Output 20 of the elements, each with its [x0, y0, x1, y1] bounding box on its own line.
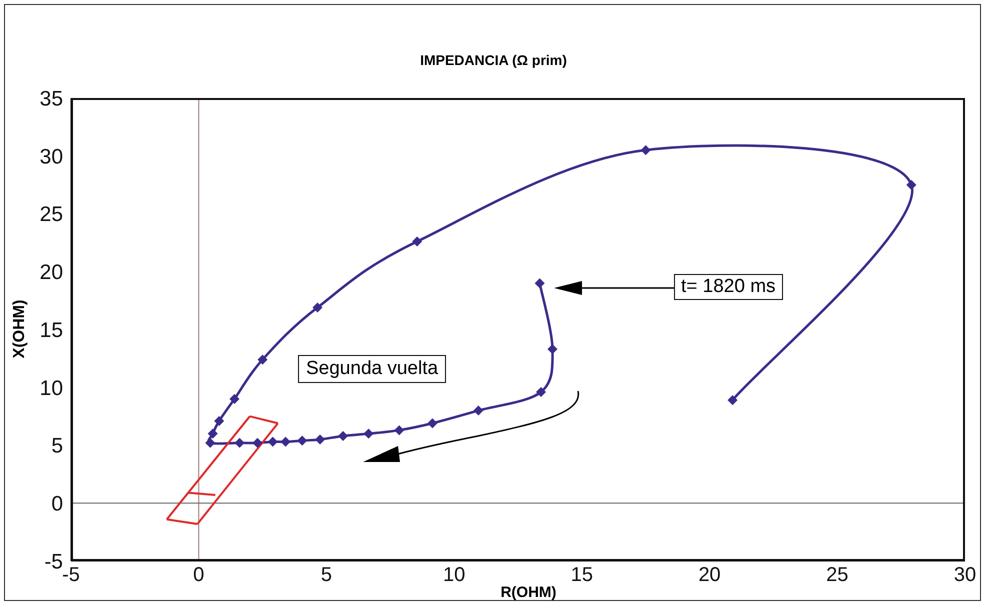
y-tick-label: 30 — [40, 145, 63, 168]
x-tick-label: 15 — [570, 564, 593, 586]
x-tick-label: 25 — [826, 564, 848, 586]
y-tick-label: 5 — [51, 434, 63, 458]
x-tick-label: 5 — [320, 564, 332, 586]
x-tick-label: 20 — [698, 564, 721, 586]
annotation: Segunda vuelta — [298, 355, 446, 383]
annotation: t= 1820 ms — [674, 274, 783, 300]
y-tick-label: 20 — [40, 261, 63, 284]
y-tick-label: 35 — [40, 87, 63, 110]
x-tick-label: 0 — [193, 564, 204, 586]
chart-title: IMPEDANCIA (Ω prim) — [419, 52, 568, 68]
y-tick-label: 10 — [40, 376, 63, 400]
x-axis-title: R(OHM) — [500, 584, 556, 601]
y-tick-label: 15 — [40, 318, 63, 342]
y-tick-label: 0 — [51, 492, 63, 516]
x-tick-label: 10 — [443, 564, 466, 586]
y-axis-title: X(OHM) — [11, 298, 29, 360]
y-tick-label: 25 — [40, 203, 63, 226]
x-tick-label: 30 — [954, 564, 976, 586]
